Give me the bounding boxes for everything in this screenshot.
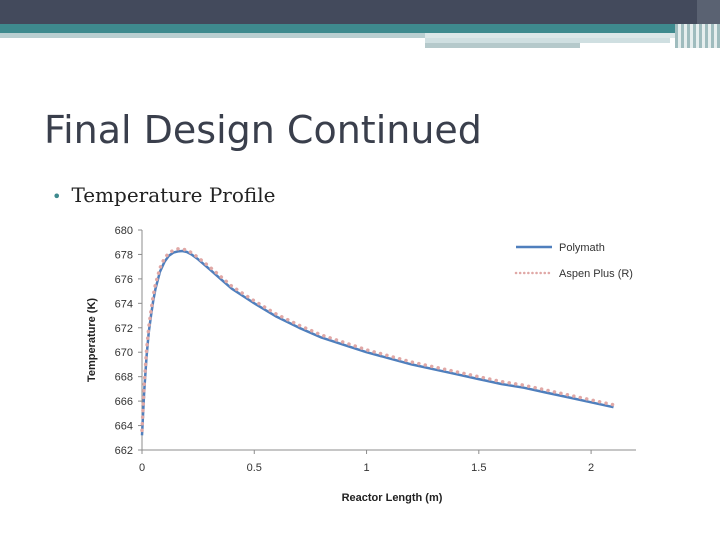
- x-tick-label: 2: [588, 462, 594, 474]
- y-tick-label: 664: [115, 421, 133, 433]
- slide-top-bar: [0, 0, 720, 24]
- chart-series-layer: [140, 247, 616, 436]
- y-tick-label: 670: [115, 347, 133, 359]
- slide-accent-band-right-3: [425, 43, 580, 48]
- chart-legend: Polymath Aspen Plus (R): [514, 242, 633, 280]
- slide-accent-band-right: [425, 33, 720, 38]
- chart-axes: [141, 230, 636, 451]
- x-tick-label: 1.5: [471, 462, 486, 474]
- slide-accent-band: [0, 24, 720, 33]
- bullet-item: • Temperature Profile: [52, 183, 275, 207]
- bullet-dot-icon: •: [52, 187, 62, 206]
- legend-label-1: Polymath: [559, 242, 605, 254]
- y-tick-label: 662: [115, 445, 133, 457]
- y-tick-label: 674: [115, 298, 133, 310]
- slide-accent-band-right-2: [425, 38, 670, 43]
- y-tick-label: 672: [115, 323, 133, 335]
- legend-label-2: Aspen Plus (R): [559, 268, 633, 280]
- series-line-1: [140, 249, 614, 436]
- series-line-2: [140, 247, 616, 433]
- y-tick-label: 680: [115, 225, 133, 237]
- x-tick-label: 0.5: [247, 462, 262, 474]
- x-tick-label: 0: [139, 462, 145, 474]
- x-axis-label: Reactor Length (m): [342, 492, 443, 504]
- slide-accent-band-light: [0, 33, 425, 38]
- y-tick-label: 676: [115, 274, 133, 286]
- slide-accent-stripes: [675, 24, 720, 48]
- chart-ticks: 662 664 666 668 670 672 674 676 678 680 0 0.5 1 1.5 2: [115, 225, 595, 474]
- y-axis-label: Temperature (K): [86, 298, 98, 382]
- y-tick-label: 678: [115, 249, 133, 261]
- slide-title: Final Design Continued: [44, 108, 482, 152]
- y-tick-label: 666: [115, 396, 133, 408]
- y-tick-label: 668: [115, 372, 133, 384]
- slide-top-bar-tab: [697, 0, 720, 24]
- x-tick-label: 1: [363, 462, 369, 474]
- bullet-text: Temperature Profile: [71, 183, 276, 207]
